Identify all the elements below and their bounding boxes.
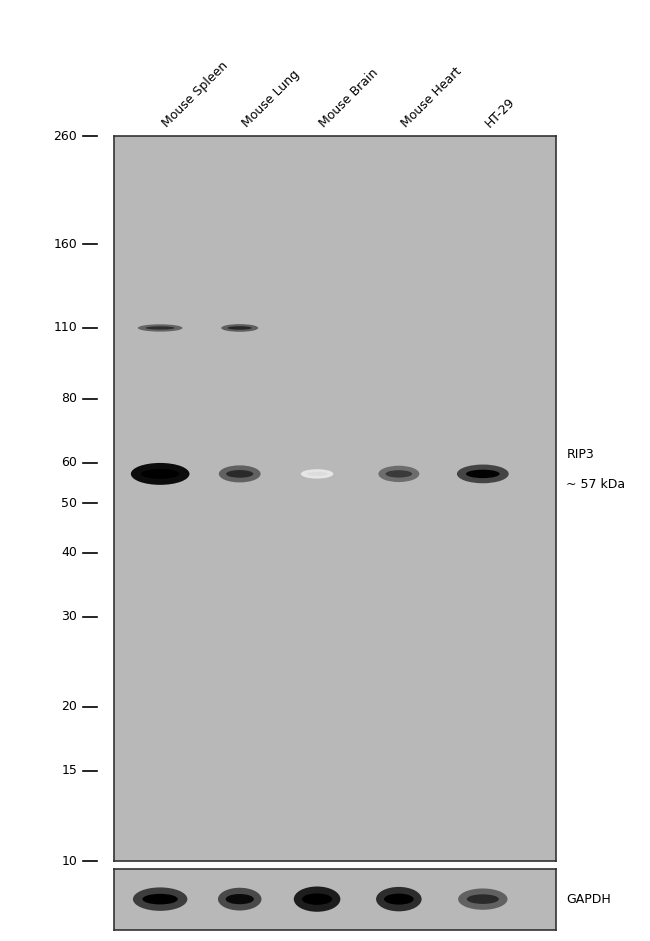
Text: Mouse Brain: Mouse Brain [317, 67, 381, 131]
Ellipse shape [138, 325, 183, 331]
Text: Mouse Spleen: Mouse Spleen [160, 59, 231, 131]
Text: 260: 260 [53, 130, 77, 143]
Ellipse shape [385, 470, 412, 478]
Ellipse shape [384, 894, 413, 904]
Ellipse shape [142, 894, 178, 904]
Text: 160: 160 [53, 238, 77, 251]
Text: HT-29: HT-29 [483, 95, 517, 131]
Ellipse shape [307, 471, 328, 476]
Ellipse shape [146, 327, 175, 329]
Ellipse shape [302, 893, 332, 905]
Ellipse shape [458, 888, 508, 910]
Text: 20: 20 [62, 700, 77, 713]
Ellipse shape [221, 324, 258, 332]
Ellipse shape [219, 466, 261, 483]
Ellipse shape [457, 465, 509, 484]
Text: 110: 110 [53, 321, 77, 334]
Ellipse shape [131, 463, 189, 485]
Ellipse shape [141, 469, 179, 479]
Ellipse shape [294, 886, 341, 912]
Text: 80: 80 [61, 392, 77, 405]
Ellipse shape [466, 470, 500, 478]
Text: 30: 30 [62, 610, 77, 623]
Ellipse shape [133, 887, 187, 911]
Ellipse shape [226, 894, 254, 904]
Text: 15: 15 [62, 764, 77, 777]
Ellipse shape [226, 470, 254, 478]
Text: RIP3: RIP3 [566, 448, 594, 461]
Ellipse shape [376, 887, 422, 911]
Text: 50: 50 [61, 497, 77, 510]
Text: GAPDH: GAPDH [566, 893, 611, 905]
Text: ~ 57 kDa: ~ 57 kDa [566, 477, 625, 490]
Ellipse shape [467, 894, 499, 904]
Ellipse shape [227, 327, 252, 329]
Ellipse shape [378, 466, 419, 482]
Text: 40: 40 [62, 546, 77, 559]
Ellipse shape [301, 470, 333, 479]
Ellipse shape [218, 887, 261, 911]
Text: 10: 10 [62, 854, 77, 868]
Text: Mouse Heart: Mouse Heart [399, 65, 464, 131]
Text: 60: 60 [62, 456, 77, 469]
Text: Mouse Lung: Mouse Lung [240, 68, 302, 131]
